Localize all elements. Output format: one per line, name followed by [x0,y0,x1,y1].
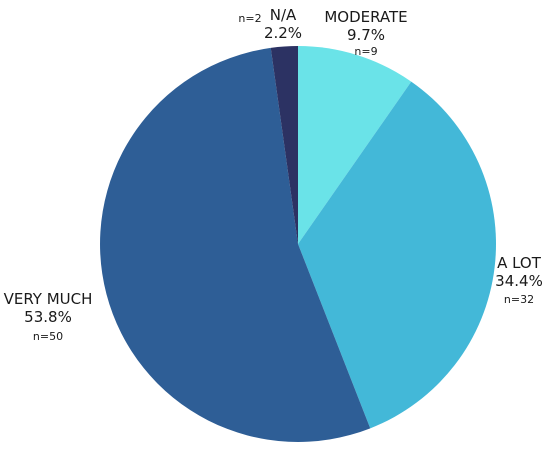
slice-pct-a-lot: 34.4% [495,272,543,290]
slice-moderate [298,46,412,244]
pie-slices [100,45,496,442]
slice-n-very-much: n=50 [33,330,63,343]
slice-label-na: N/A [270,6,297,24]
slice-n-na: n=2 [238,12,261,25]
label-group-a-lot: A LOT 34.4% n=32 [495,254,543,306]
slice-n-a [270,45,298,244]
slice-n-moderate: n=9 [354,45,377,58]
slice-pct-moderate: 9.7% [347,26,385,44]
slice-label-very-much: VERY MUCH [4,290,93,308]
slice-pct-na: 2.2% [264,24,302,42]
slice-n-a-lot: n=32 [504,293,534,306]
slice-a-lot [298,81,496,429]
label-group-na: N/A 2.2% n=2 [238,6,302,42]
slice-very-much [100,47,371,442]
slice-pct-very-much: 53.8% [24,308,72,326]
slice-label-moderate: MODERATE [324,8,407,26]
slice-label-a-lot: A LOT [497,254,542,272]
label-group-very-much: VERY MUCH 53.8% n=50 [4,290,93,343]
label-group-moderate: MODERATE 9.7% n=9 [324,8,407,58]
